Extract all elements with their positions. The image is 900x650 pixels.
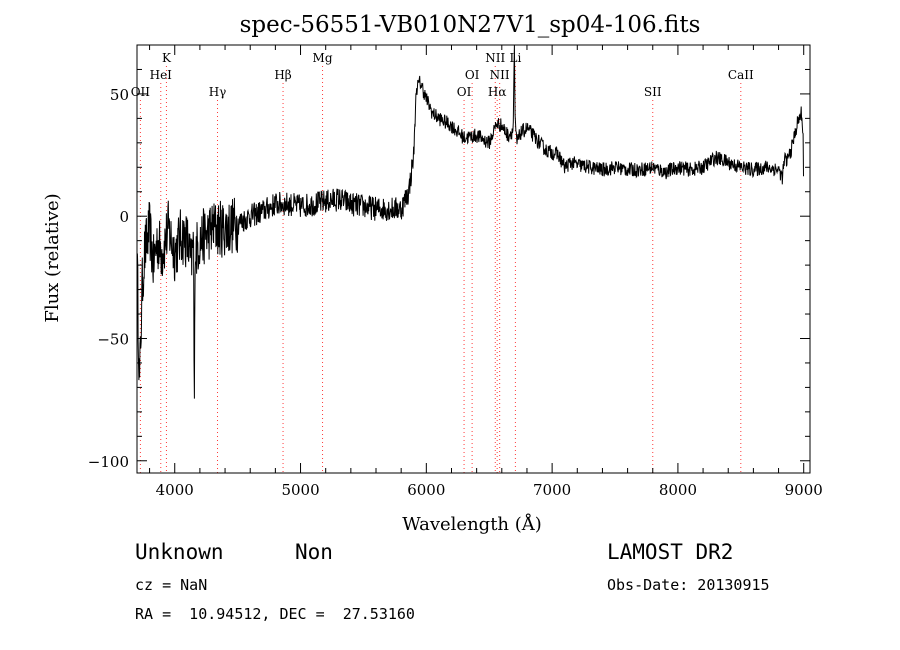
spectral-line-label: NII <box>485 51 505 65</box>
spectral-line-label: OI <box>465 68 480 82</box>
x-axis-ticks: 4000 5000 6000 7000 8000 9000 <box>149 45 823 499</box>
x-axis-label: Wavelength (Å) <box>402 513 542 535</box>
spectral-line-label: K <box>162 51 172 65</box>
y-tick-label: 50 <box>110 86 129 104</box>
cz-text: cz = NaN <box>135 576 208 594</box>
spectral-line-markers: OII K HeI Hγ Hβ Mg OI OI NII NII Hα Li SII CaII <box>131 51 754 473</box>
spectral-line-label: Hγ <box>209 85 227 99</box>
x-tick-label: 6000 <box>407 481 445 499</box>
x-tick-label: 8000 <box>659 481 697 499</box>
x-tick-label: 9000 <box>785 481 823 499</box>
spectral-line-label: CaII <box>728 68 754 82</box>
spectral-line-label: Li <box>509 51 521 65</box>
spectral-line-label: OI <box>457 85 472 99</box>
x-tick-label: 7000 <box>533 481 571 499</box>
spectral-line-label: Mg <box>313 51 333 65</box>
spectral-line-label: SII <box>644 85 662 99</box>
spectral-line-label: OII <box>131 85 151 99</box>
y-axis-ticks: −100 −50 0 50 <box>88 44 810 471</box>
x-tick-label: 4000 <box>156 481 194 499</box>
obs-date-text: Obs-Date: 20130915 <box>607 576 770 594</box>
subclass-label: Non <box>295 540 333 564</box>
plot-frame <box>136 44 811 474</box>
spectral-line-label: Hβ <box>274 68 291 82</box>
survey-label: LAMOST DR2 <box>607 540 734 564</box>
spectral-line-label: Hα <box>488 85 507 99</box>
x-tick-label: 5000 <box>281 481 319 499</box>
coords-text: RA = 10.94512, DEC = 27.53160 <box>135 605 415 623</box>
y-tick-label: 0 <box>119 208 129 226</box>
y-axis-label: Flux (relative) <box>42 193 63 322</box>
spectral-line-label: NII <box>490 68 510 82</box>
chart-title: spec-56551-VB010N27V1_sp04-106.fits <box>240 12 701 38</box>
class-label: Unknown <box>135 540 224 564</box>
y-tick-label: −100 <box>88 453 129 471</box>
spectral-line-label: HeI <box>150 68 173 82</box>
spectrum-line <box>136 44 804 399</box>
y-tick-label: −50 <box>97 330 129 348</box>
